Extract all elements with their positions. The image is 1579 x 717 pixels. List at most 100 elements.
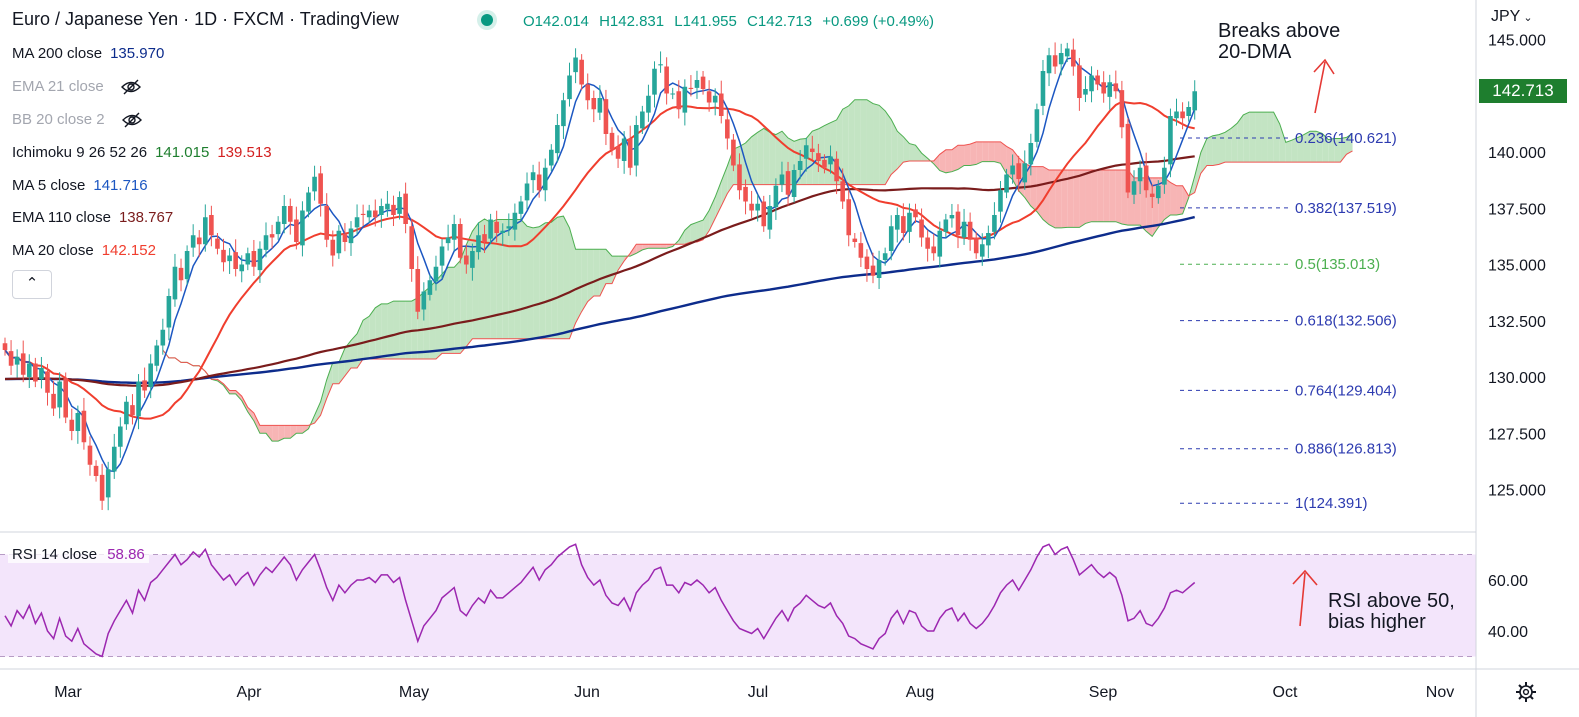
legend-ma20[interactable]: MA 20 close 142.152 bbox=[12, 242, 156, 259]
candle-body bbox=[567, 75, 572, 100]
candle-body bbox=[882, 253, 888, 260]
candle-body bbox=[597, 98, 603, 113]
candle-body bbox=[591, 98, 597, 110]
cloud-segment bbox=[1291, 137, 1298, 163]
candle-body bbox=[1107, 82, 1113, 97]
legend-bb20[interactable]: BB 20 close 2 bbox=[12, 111, 143, 128]
candle-body bbox=[124, 401, 129, 425]
legend-value: 142.152 bbox=[101, 242, 156, 259]
candle-body bbox=[773, 185, 779, 208]
candle-body bbox=[421, 291, 427, 310]
candle-body bbox=[142, 380, 147, 391]
candle bbox=[1156, 180, 1161, 204]
candle-body bbox=[888, 226, 894, 251]
candle bbox=[1040, 59, 1046, 116]
candle-body bbox=[870, 265, 876, 276]
candle bbox=[251, 239, 257, 276]
cloud-segment bbox=[393, 301, 400, 359]
leading-span-a bbox=[162, 99, 1353, 442]
candle bbox=[451, 214, 457, 251]
annotation-breakout: Breaks above 20-DMA bbox=[1218, 21, 1340, 63]
candle-body bbox=[324, 206, 330, 240]
candle bbox=[111, 433, 117, 479]
candle-body bbox=[111, 446, 117, 472]
legend-ma200[interactable]: MA 200 close 135.970 bbox=[12, 45, 164, 62]
cloud-segment bbox=[964, 144, 971, 166]
candle-body bbox=[706, 91, 712, 103]
cloud-segment bbox=[1176, 185, 1183, 215]
candle-body bbox=[287, 206, 293, 222]
cloud-segment bbox=[551, 217, 558, 339]
candle-body bbox=[1192, 91, 1198, 111]
candle-body bbox=[1010, 165, 1015, 175]
candle-body bbox=[743, 186, 748, 202]
candle-body bbox=[1083, 89, 1088, 95]
legend-value: 58.86 bbox=[107, 546, 145, 563]
cloud-segment bbox=[1097, 170, 1104, 222]
candle bbox=[403, 182, 408, 234]
candle-body bbox=[712, 95, 718, 103]
candle-body bbox=[1162, 167, 1167, 185]
collapse-legend-button[interactable]: ⌃ bbox=[12, 270, 52, 299]
symbol-title[interactable]: Euro / Japanese Yen · 1D · FXCM · Tradin… bbox=[12, 9, 399, 29]
cloud-segment bbox=[848, 99, 855, 185]
candle-body bbox=[445, 237, 451, 244]
hidden-eye-icon[interactable] bbox=[121, 112, 143, 128]
candle bbox=[549, 144, 554, 172]
candle bbox=[846, 190, 852, 247]
cloud-segment bbox=[921, 153, 928, 161]
candle-body bbox=[263, 235, 269, 250]
candle bbox=[227, 248, 232, 274]
legend-rsi[interactable]: RSI 14 close 58.86 bbox=[8, 546, 149, 563]
cloud-segment bbox=[1267, 112, 1274, 163]
cloud-segment bbox=[247, 407, 254, 421]
legend-ema110[interactable]: EMA 110 close 138.767 bbox=[12, 209, 173, 226]
candle-body bbox=[1077, 65, 1082, 98]
cloud-segment bbox=[229, 390, 236, 394]
candle-body bbox=[354, 217, 360, 228]
candle bbox=[797, 149, 803, 180]
legend-ichimoku[interactable]: Ichimoku 9 26 52 26 141.015 139.513 bbox=[12, 144, 272, 161]
settings-gear-icon[interactable] bbox=[1515, 681, 1537, 703]
candle bbox=[864, 249, 870, 282]
legend-ma5[interactable]: MA 5 close 141.716 bbox=[12, 177, 148, 194]
legend-ema21[interactable]: EMA 21 close bbox=[12, 78, 142, 95]
hidden-eye-icon[interactable] bbox=[120, 79, 142, 95]
candle bbox=[688, 75, 694, 97]
currency-selector[interactable]: JPY ⌄ bbox=[1491, 8, 1533, 26]
cloud-segment bbox=[903, 136, 910, 163]
candlesticks bbox=[2, 38, 1198, 511]
candle bbox=[731, 134, 736, 172]
cloud-segment bbox=[897, 131, 904, 169]
candle-body bbox=[172, 266, 178, 300]
cloud-segment bbox=[824, 122, 831, 185]
candle-body bbox=[281, 206, 287, 224]
candle-body bbox=[737, 164, 742, 191]
candle-body bbox=[300, 210, 305, 246]
cloud-segment bbox=[259, 425, 267, 434]
cloud-segment bbox=[666, 244, 673, 249]
time-axis[interactable]: Mar Apr May Jun Jul Aug Sep Oct Nov bbox=[54, 684, 1454, 701]
candle-body bbox=[372, 210, 378, 218]
candle-body bbox=[700, 76, 706, 89]
cloud-segment bbox=[1212, 134, 1219, 166]
price-axis[interactable]: 145.000 140.000 137.500 135.000 132.500 130.0… bbox=[1488, 33, 1546, 642]
candle bbox=[1107, 74, 1113, 110]
candle-body bbox=[476, 235, 481, 253]
candle-body bbox=[791, 170, 797, 197]
cloud-segment bbox=[1297, 134, 1304, 163]
candle-body bbox=[451, 224, 457, 240]
candle bbox=[840, 168, 845, 209]
candle bbox=[640, 105, 645, 134]
annotation-rsi: RSI above 50, bias higher bbox=[1328, 591, 1455, 633]
candle bbox=[615, 135, 621, 168]
cloud-segment bbox=[235, 390, 242, 401]
candle-body bbox=[39, 368, 44, 380]
candle bbox=[2, 337, 8, 356]
cloud-segment bbox=[593, 249, 600, 296]
fib-level-label: 0.764(129.404) bbox=[1295, 382, 1397, 399]
cloud-segment bbox=[860, 99, 867, 185]
cloud-segment bbox=[1346, 133, 1353, 155]
candle bbox=[828, 145, 833, 174]
